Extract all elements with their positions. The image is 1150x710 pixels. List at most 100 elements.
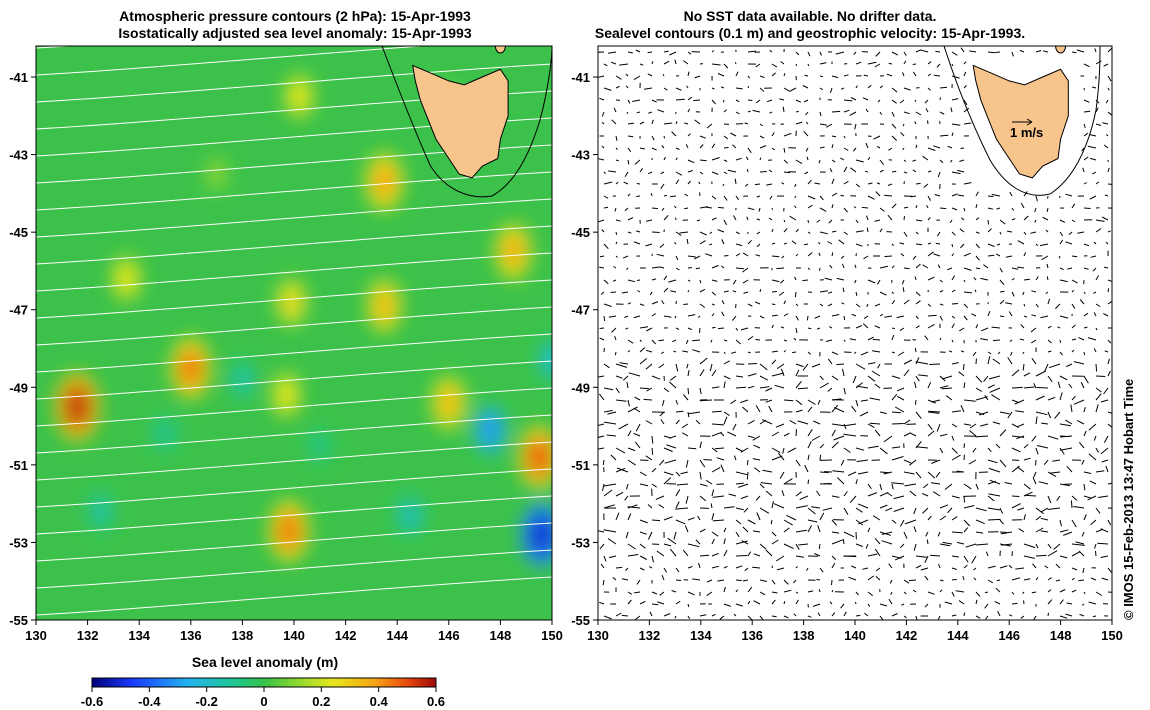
velocity-arrow <box>975 267 981 270</box>
velocity-arrow <box>930 482 941 485</box>
velocity-arrow <box>831 159 836 163</box>
velocity-arrow <box>1101 216 1109 221</box>
velocity-arrow <box>711 489 715 497</box>
velocity-arrow <box>795 599 799 605</box>
velocity-arrow <box>627 513 632 521</box>
velocity-arrow <box>795 491 802 497</box>
velocity-arrow <box>927 515 932 521</box>
velocity-arrow <box>910 195 917 198</box>
velocity-arrow <box>807 479 810 485</box>
velocity-arrow <box>802 279 809 282</box>
velocity-arrow <box>827 387 833 392</box>
velocity-arrow <box>663 275 668 281</box>
velocity-arrow <box>888 147 893 151</box>
velocity-arrow <box>735 482 744 485</box>
velocity-arrow <box>1042 216 1049 221</box>
velocity-arrow <box>887 183 893 186</box>
colorbar-tick-label: -0.4 <box>138 694 161 709</box>
velocity-arrow <box>735 157 742 161</box>
velocity-arrow <box>1078 336 1085 341</box>
velocity-arrow <box>951 231 956 236</box>
velocity-arrow <box>925 531 929 537</box>
velocity-arrow <box>743 507 749 513</box>
velocity-arrow <box>913 543 917 551</box>
velocity-arrow <box>840 87 845 90</box>
velocity-arrow <box>1107 423 1112 429</box>
velocity-arrow <box>603 489 613 497</box>
velocity-arrow <box>884 194 893 197</box>
velocity-arrow <box>699 303 706 308</box>
velocity-arrow <box>1034 207 1037 213</box>
velocity-arrow <box>1095 551 1097 557</box>
velocity-arrow <box>951 243 954 248</box>
velocity-arrow <box>759 615 764 620</box>
velocity-arrow <box>663 613 671 617</box>
velocity-arrow <box>1101 459 1109 463</box>
velocity-arrow <box>743 291 749 294</box>
velocity-arrow <box>735 603 743 607</box>
velocity-arrow <box>1022 363 1025 371</box>
velocity-arrow <box>1047 507 1061 510</box>
velocity-arrow <box>1105 241 1109 245</box>
velocity-arrow <box>819 123 827 126</box>
velocity-arrow <box>627 447 636 452</box>
velocity-arrow <box>663 60 670 65</box>
velocity-arrow <box>735 71 739 77</box>
velocity-arrow <box>803 99 809 103</box>
pressure-contour-line <box>36 252 552 292</box>
velocity-arrow <box>735 111 740 115</box>
velocity-arrow <box>926 539 929 545</box>
velocity-arrow <box>924 99 929 104</box>
velocity-arrow <box>1011 277 1015 281</box>
velocity-arrow <box>717 229 725 233</box>
velocity-arrow <box>771 314 778 317</box>
velocity-arrow <box>1105 465 1109 473</box>
velocity-arrow <box>1083 375 1089 384</box>
velocity-arrow <box>869 422 881 425</box>
velocity-arrow <box>876 146 881 149</box>
velocity-arrow <box>1017 240 1025 245</box>
velocity-arrow <box>1079 613 1085 617</box>
velocity-arrow <box>687 603 690 608</box>
velocity-arrow <box>854 123 857 130</box>
velocity-arrow <box>738 483 749 488</box>
velocity-arrow <box>721 239 725 245</box>
velocity-arrow <box>963 182 972 185</box>
velocity-arrow <box>807 51 811 57</box>
velocity-arrow <box>843 99 853 102</box>
velocity-arrow <box>855 543 863 547</box>
velocity-arrow <box>1042 50 1049 53</box>
velocity-arrow <box>894 406 905 413</box>
velocity-arrow <box>735 87 743 90</box>
velocity-arrow <box>759 386 770 389</box>
y-tick-label: -43 <box>571 148 590 163</box>
velocity-arrow <box>1024 494 1037 497</box>
velocity-arrow <box>766 183 773 186</box>
pressure-contour-line <box>36 522 552 562</box>
velocity-arrow <box>682 350 689 353</box>
velocity-arrow <box>610 61 617 65</box>
velocity-arrow <box>962 576 965 581</box>
velocity-arrow <box>1059 599 1064 605</box>
velocity-arrow <box>876 182 881 185</box>
velocity-arrow <box>963 99 968 106</box>
velocity-arrow <box>680 471 689 475</box>
velocity-arrow <box>1047 325 1052 329</box>
velocity-arrow <box>645 420 653 425</box>
velocity-arrow <box>672 339 677 343</box>
velocity-arrow <box>696 219 701 222</box>
velocity-arrow <box>1011 447 1021 453</box>
y-tick-label: -41 <box>571 70 590 85</box>
velocity-arrow <box>1059 519 1062 527</box>
velocity-arrow <box>795 409 803 413</box>
velocity-arrow <box>807 519 818 523</box>
velocity-arrow <box>1020 615 1025 619</box>
velocity-arrow <box>999 459 1007 468</box>
island <box>494 46 506 54</box>
velocity-arrow <box>777 363 785 370</box>
velocity-arrow <box>759 123 763 127</box>
anomaly-blob-core <box>373 288 395 324</box>
velocity-arrow <box>769 195 773 200</box>
velocity-arrow <box>687 180 691 185</box>
velocity-arrow <box>759 145 767 149</box>
